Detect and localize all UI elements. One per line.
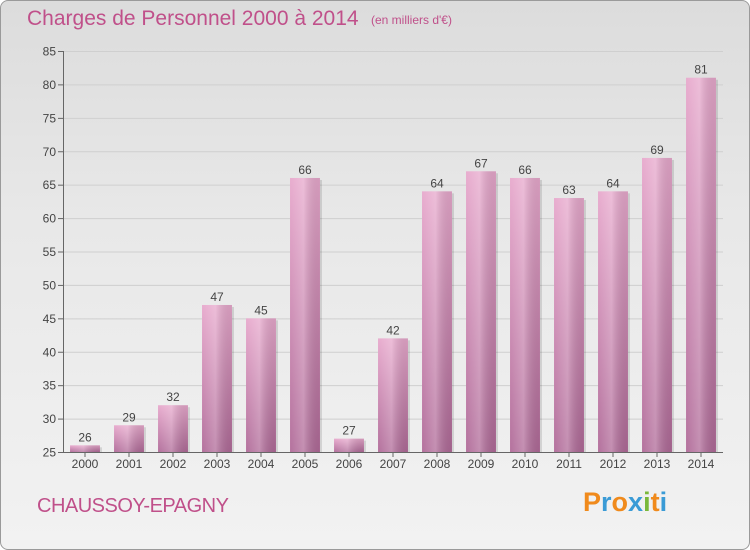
y-tick-label: 60: [43, 212, 57, 226]
bar-highlight: [70, 445, 100, 452]
data-label: 69: [650, 143, 664, 157]
y-tick-label: 45: [43, 312, 57, 326]
data-label: 47: [210, 290, 224, 304]
bar-highlight: [246, 318, 276, 452]
logo-letter: t: [651, 487, 660, 518]
data-label: 27: [342, 424, 356, 438]
y-tick-label: 25: [43, 446, 57, 460]
x-tick-label: 2004: [248, 457, 275, 471]
y-tick-label: 40: [43, 345, 57, 359]
x-tick-label: 2007: [380, 457, 407, 471]
x-tick-label: 2012: [600, 457, 627, 471]
logo-letter: i: [643, 487, 651, 518]
y-tick-label: 30: [43, 412, 57, 426]
y-tick-label: 75: [43, 111, 57, 125]
proxiti-logo[interactable]: Proxiti: [583, 487, 667, 518]
x-tick-label: 2013: [644, 457, 671, 471]
y-tick-label: 85: [43, 45, 57, 59]
bar-highlight: [290, 178, 320, 452]
x-tick-label: 2006: [336, 457, 363, 471]
data-label: 64: [606, 176, 620, 190]
logo-letter: x: [628, 487, 643, 518]
x-tick-label: 2003: [204, 457, 231, 471]
data-label: 67: [474, 156, 488, 170]
data-label: 64: [430, 176, 444, 190]
bar-highlight: [554, 198, 584, 452]
x-tick-label: 2008: [424, 457, 451, 471]
data-label: 66: [298, 163, 312, 177]
data-label: 63: [562, 183, 576, 197]
x-tick-label: 2001: [116, 457, 143, 471]
data-label: 42: [386, 323, 400, 337]
y-tick-label: 65: [43, 178, 57, 192]
bar-highlight: [598, 191, 628, 452]
logo-letter: P: [583, 487, 601, 518]
bar-highlight: [510, 178, 540, 452]
bar-highlight: [114, 425, 144, 452]
y-tick-label: 80: [43, 78, 57, 92]
x-tick-label: 2002: [160, 457, 187, 471]
y-tick-label: 70: [43, 145, 57, 159]
x-tick-label: 2000: [72, 457, 99, 471]
data-label: 66: [518, 163, 532, 177]
bar-highlight: [466, 171, 496, 452]
x-tick-label: 2009: [468, 457, 495, 471]
bar-highlight: [642, 158, 672, 452]
x-tick-label: 2010: [512, 457, 539, 471]
bar-highlight: [158, 405, 188, 452]
y-tick-label: 50: [43, 278, 57, 292]
bar-highlight: [334, 439, 364, 452]
y-tick-label: 55: [43, 245, 57, 259]
logo-letter: o: [612, 487, 629, 518]
logo-letter: i: [660, 487, 668, 518]
x-tick-label: 2005: [292, 457, 319, 471]
y-tick-label: 35: [43, 379, 57, 393]
data-label: 81: [694, 63, 708, 77]
data-label: 26: [78, 430, 92, 444]
bar-highlight: [686, 78, 716, 452]
data-label: 32: [166, 390, 180, 404]
city-name: CHAUSSOY-EPAGNY: [37, 495, 228, 518]
x-tick-label: 2014: [688, 457, 715, 471]
data-label: 29: [122, 410, 136, 424]
logo-letter: r: [601, 487, 612, 518]
data-label: 45: [254, 303, 268, 317]
bar-highlight: [378, 338, 408, 452]
x-tick-label: 2011: [556, 457, 582, 471]
bar-highlight: [422, 191, 452, 452]
bar-highlight: [202, 305, 232, 452]
